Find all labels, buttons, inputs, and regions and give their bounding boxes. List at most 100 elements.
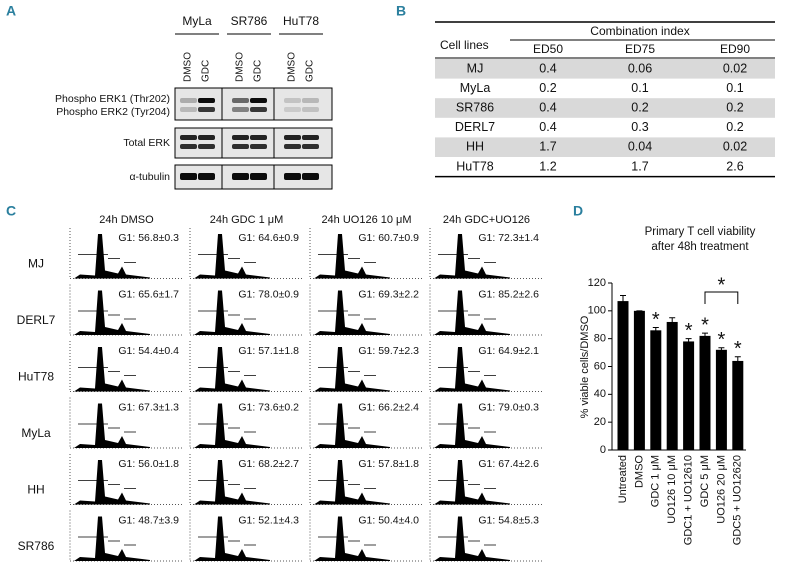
row-label: DERL7 — [17, 313, 56, 327]
group-label: HuT78 — [283, 14, 319, 28]
gate-marker — [78, 536, 136, 546]
table-row-shade — [435, 137, 775, 157]
x-tick-label: Untreated — [617, 455, 629, 503]
g1-value: G1: 66.2±2.4 — [358, 401, 419, 413]
band — [250, 107, 267, 112]
gate-marker — [318, 367, 376, 376]
band — [198, 173, 215, 180]
g1-value: G1: 72.3±1.4 — [478, 232, 539, 244]
group-label: MyLa — [182, 14, 212, 28]
blot-row-label: Phospho ERK2 (Tyr204) — [56, 106, 170, 118]
band — [250, 144, 267, 149]
g1-value: G1: 67.4±2.6 — [478, 458, 539, 470]
g1-value: G1: 65.6±1.7 — [118, 288, 179, 300]
blot-row-label: Phospho ERK1 (Thr202) — [55, 93, 170, 105]
gate-marker — [78, 480, 136, 489]
error-bar — [669, 317, 676, 327]
chart-title: after 48h treatment — [651, 241, 749, 253]
lane-label: GDC — [201, 60, 212, 82]
y-tick-label: 100 — [588, 305, 606, 317]
panel-label: A — [6, 3, 16, 19]
band — [284, 144, 301, 149]
bracket-label: * — [718, 274, 726, 296]
g1-value: G1: 59.7±2.3 — [358, 345, 419, 357]
blot-row-label: Total ERK — [123, 137, 170, 149]
error-bar — [620, 295, 626, 307]
table-cell: 1.7 — [631, 159, 648, 173]
table-cell: HuT78 — [456, 159, 494, 173]
bar — [666, 321, 678, 450]
error-bar — [685, 338, 692, 345]
g1-value: G1: 48.7±3.9 — [118, 514, 179, 526]
gate-marker — [78, 423, 136, 433]
g1-value: G1: 67.3±1.3 — [118, 401, 179, 413]
table-cell: 0.3 — [631, 120, 648, 134]
table-header: ED90 — [720, 42, 750, 56]
group-label: SR786 — [231, 14, 268, 28]
bracket — [704, 291, 739, 304]
lane-label: DMSO — [183, 52, 194, 82]
band — [250, 98, 267, 103]
x-tick-label: GDC 5 μM — [699, 455, 711, 507]
gate-marker — [198, 423, 256, 433]
g1-value: G1: 69.3±2.2 — [358, 288, 419, 300]
bar — [732, 360, 744, 450]
gate-marker — [438, 310, 496, 320]
band — [198, 144, 215, 149]
table-cell: 1.7 — [539, 140, 556, 154]
band — [198, 135, 215, 140]
bar — [699, 335, 711, 450]
table-row-shade — [435, 98, 775, 118]
gate-marker — [78, 254, 136, 263]
error-bar — [652, 327, 659, 334]
row-label: MJ — [28, 256, 44, 270]
lane-label: GDC — [253, 60, 264, 82]
band — [198, 107, 215, 112]
table-cell: 0.04 — [628, 140, 652, 154]
band — [180, 98, 197, 103]
bar — [633, 310, 645, 450]
y-tick-label: 60 — [594, 360, 606, 372]
y-tick-label: 40 — [594, 388, 606, 400]
g1-value: G1: 78.0±0.9 — [238, 288, 299, 300]
g1-value: G1: 79.0±0.3 — [478, 401, 539, 413]
g1-value: G1: 54.8±5.3 — [478, 514, 539, 526]
band — [232, 98, 249, 103]
column-header: 24h UO126 10 μM — [321, 214, 411, 226]
band — [180, 107, 197, 112]
band — [198, 98, 215, 103]
error-bar — [718, 347, 725, 352]
panel-label: C — [6, 203, 16, 219]
table-cell: 0.4 — [539, 100, 556, 114]
blot — [174, 127, 333, 159]
row-label: SR786 — [18, 539, 55, 553]
y-axis-label: % viable cells/DMSO — [579, 315, 591, 418]
table-cell: 0.2 — [726, 100, 743, 114]
band — [180, 144, 197, 149]
g1-value: G1: 56.8±0.3 — [118, 232, 179, 244]
band — [302, 98, 319, 103]
table-header: Combination index — [590, 24, 689, 38]
blot — [174, 87, 333, 121]
g1-value: G1: 52.1±4.3 — [238, 514, 299, 526]
error-bar — [734, 356, 741, 366]
band — [302, 173, 319, 180]
gate-marker — [318, 480, 376, 489]
panel-label: D — [573, 203, 583, 219]
bar — [715, 349, 727, 450]
table-header: ED75 — [625, 42, 655, 56]
lane-label: DMSO — [235, 52, 246, 82]
gate-marker — [198, 310, 256, 320]
lane-label: DMSO — [287, 52, 298, 82]
table-cell: 0.02 — [723, 61, 747, 75]
band — [284, 98, 301, 103]
band — [302, 144, 319, 149]
g1-value: G1: 64.9±2.1 — [478, 345, 539, 357]
table-cell: DERL7 — [455, 120, 495, 134]
gate-marker — [78, 367, 136, 376]
table-cell: 0.4 — [539, 61, 556, 75]
x-tick-label: GDC1 + UO12610 — [683, 455, 695, 545]
band — [180, 173, 197, 180]
blot-row-label: α-tubulin — [129, 171, 170, 183]
table-header: ED50 — [533, 42, 563, 56]
